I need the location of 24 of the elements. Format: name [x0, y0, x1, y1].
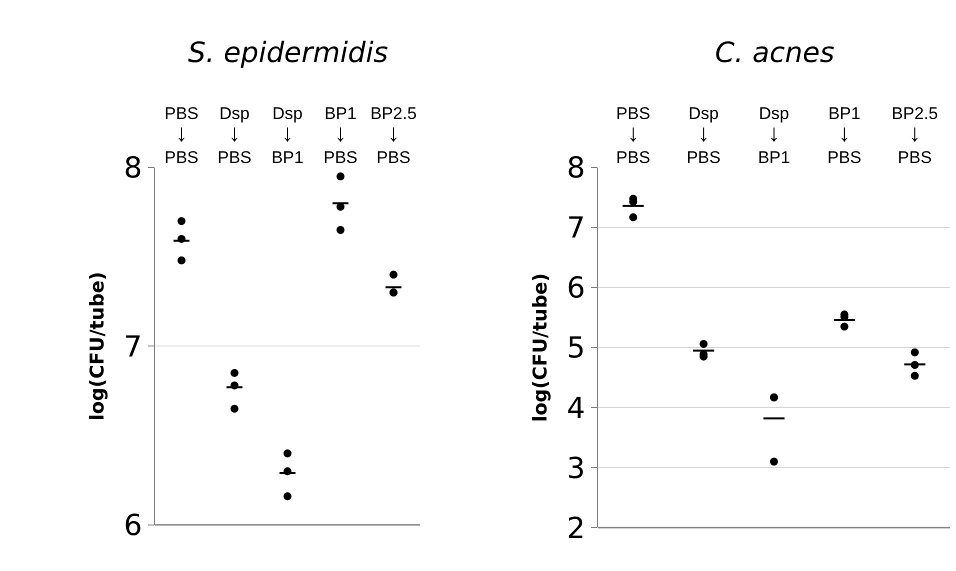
y-tick-label: 6 — [124, 508, 142, 542]
y-tick-label: 8 — [566, 150, 586, 185]
y-axis-title: log(CFU/tube) — [86, 272, 109, 421]
x-tick-label: Dsp ↓ PBS — [217, 104, 252, 168]
x-tick-label: Dsp ↓ BP1 — [758, 104, 790, 168]
x-tick-label: PBS ↓ PBS — [616, 104, 650, 168]
y-tick-label: 3 — [566, 450, 586, 485]
x-tick-label: BP1 ↓ PBS — [827, 104, 862, 168]
chart-title: C. acnes — [715, 36, 834, 69]
x-tick-label: BP1 ↓ PBS — [323, 104, 358, 168]
x-tick-label: BP2.5 ↓ PBS — [370, 104, 417, 168]
y-tick-label: 2 — [566, 510, 586, 545]
x-tick-label: BP2.5 ↓ PBS — [892, 104, 938, 168]
chart-title: S. epidermidis — [188, 36, 388, 69]
y-tick-label: 5 — [566, 330, 586, 365]
y-axis-title: log(CFU/tube) — [530, 273, 552, 422]
y-tick-label: 6 — [566, 270, 586, 305]
x-tick-label: Dsp ↓ BP1 — [271, 104, 304, 168]
x-tick-label: PBS ↓ PBS — [164, 104, 199, 168]
y-tick-label: 8 — [124, 150, 142, 185]
y-tick-label: 4 — [566, 390, 586, 425]
x-tick-label: Dsp ↓ PBS — [686, 104, 721, 168]
y-tick-label: 7 — [566, 210, 586, 245]
y-tick-label: 7 — [124, 329, 142, 364]
